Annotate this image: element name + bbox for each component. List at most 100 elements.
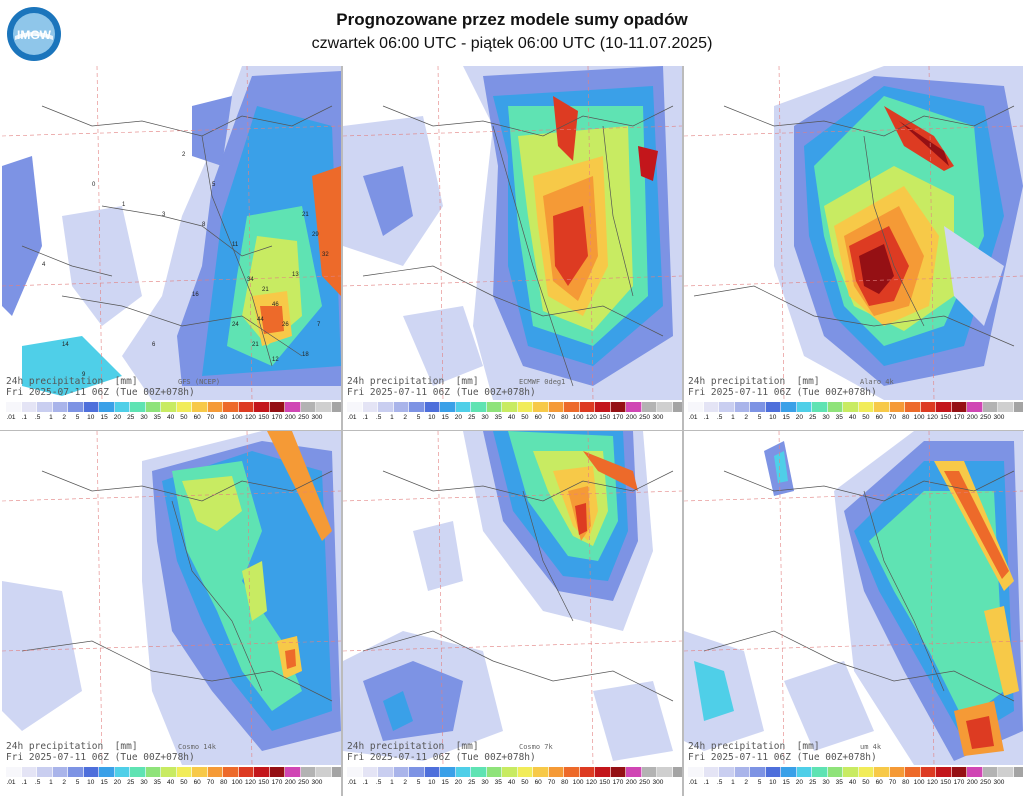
scale-tick-label: 150 [940,779,952,786]
svg-text:9: 9 [82,372,86,378]
scale-swatch [238,402,254,412]
scale-swatch [316,402,332,412]
scale-tick-label: .5 [34,414,41,421]
scale-tick-label: 200 [966,779,978,786]
scale-swatch [595,767,611,777]
scale-tick-label: 15 [782,414,790,421]
scale-swatch [781,767,797,777]
scale-tick-label: 30 [140,414,148,421]
scale-swatch [393,767,409,777]
scale-tick-label: 150 [258,414,270,421]
scale-tick-label: .1 [703,414,710,421]
scale-tick-label: 200 [625,414,637,421]
scale-tick-label: 150 [940,414,952,421]
scale-swatch [967,767,983,777]
scale-swatch [378,402,394,412]
svg-text:14: 14 [62,342,69,348]
scale-swatch [595,402,611,412]
scale-swatch [285,402,301,412]
panel-divider [341,66,343,796]
scale-swatch [114,402,130,412]
scale-tick-label: 15 [441,414,449,421]
scale-swatch [734,402,750,412]
scale-swatch [192,767,208,777]
scale-tick-label: 300 [993,779,1005,786]
scale-swatch [207,402,223,412]
svg-text:18: 18 [302,352,309,358]
svg-text:16: 16 [192,292,199,298]
scale-tick-label: 80 [561,779,569,786]
scale-tick-label: 70 [888,414,897,421]
scale-tick-label: 100 [572,414,584,421]
scale-tick-label: 20 [454,779,463,786]
scale-tick-label: 60 [193,779,201,786]
scale-tick-label: 70 [206,414,215,421]
scale-swatch [145,767,161,777]
scale-swatch [641,767,657,777]
scale-swatch [269,767,285,777]
scale-tick-label: 50 [180,779,188,786]
scale-tick-label: 60 [534,779,542,786]
scale-tick-label: 80 [902,779,910,786]
scale-swatch [858,402,874,412]
scale-swatch [316,767,332,777]
scale-swatch [331,767,341,777]
scale-swatch [517,402,533,412]
color-scale: .01.1.5 1 2 5 10 15 20 25 30 35 40 50 60 70 80 100 120 15… [684,765,1023,795]
scale-swatch [889,402,905,412]
scale-tick-label: 20 [454,414,463,421]
imgw-logo: IMGW [7,7,61,61]
scale-swatch [440,767,456,777]
scale-swatch [688,767,704,777]
scale-swatch [486,767,502,777]
svg-text:21: 21 [302,212,309,218]
scale-swatch [765,402,781,412]
scale-tick-label: 10 [428,414,436,421]
scale-swatch [517,767,533,777]
scale-tick-label: 80 [220,414,228,421]
scale-tick-label: 15 [782,779,790,786]
scale-tick-label: .01 [347,414,357,421]
scale-tick-label: 300 [311,414,323,421]
scale-tick-label: .01 [6,414,16,421]
scale-tick-label: 40 [507,414,516,421]
scale-tick-label: 70 [547,414,556,421]
scale-swatch [161,767,177,777]
scale-swatch [21,402,37,412]
scale-swatch [936,402,952,412]
svg-text:44: 44 [257,317,264,323]
scale-tick-label: 30 [481,779,489,786]
scale-swatch [843,767,859,777]
scale-tick-label: 5 [757,414,762,421]
scale-swatch [998,767,1014,777]
scale-swatch [1013,767,1023,777]
scale-swatch [796,767,812,777]
scale-tick-label: .1 [21,414,28,421]
scale-swatch [83,767,99,777]
scale-tick-label: 25 [809,414,817,421]
scale-tick-label: 170 [953,414,965,421]
scale-swatch [564,402,580,412]
scale-swatch [409,402,425,412]
scale-tick-label: 150 [599,414,611,421]
map-panel-alaro: 24h precipitation [mm] Alaro 4k Fri 2025… [684,66,1023,430]
scale-tick-label: 50 [521,414,529,421]
scale-swatch [99,402,115,412]
scale-swatch [610,767,626,777]
scale-tick-label: 120 [244,779,256,786]
scale-tick-label: .5 [375,779,382,786]
scale-tick-label: 1 [390,779,394,786]
scale-swatch [161,402,177,412]
svg-text:1: 1 [122,202,126,208]
color-scale: .01.1.5 1 2 5 10 15 20 25 30 35 40 50 60 70 80 100 120 15… [2,765,341,795]
scale-swatch [765,767,781,777]
scale-tick-label: .5 [716,779,723,786]
scale-tick-label: .01 [6,779,16,786]
svg-text:4: 4 [42,262,46,268]
scale-tick-label: 35 [835,414,843,421]
scale-swatch [223,402,239,412]
scale-tick-label: 15 [441,779,449,786]
scale-tick-label: 70 [547,779,556,786]
scale-tick-label: 300 [652,779,664,786]
scale-tick-label: 1 [49,414,53,421]
